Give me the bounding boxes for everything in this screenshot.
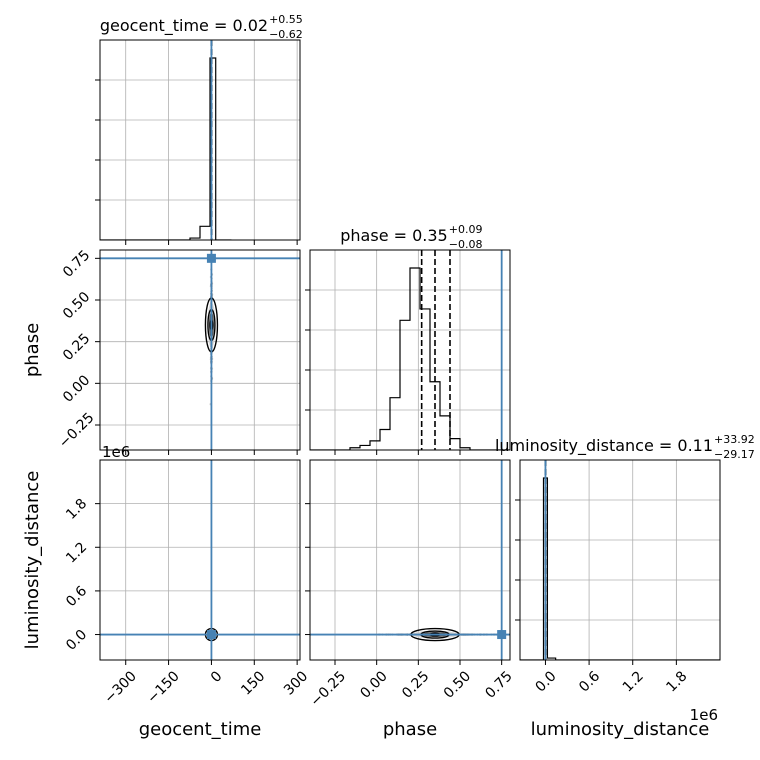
x-tick-label: 0.00 [357,668,390,701]
x-tick-label: −300 [101,668,140,707]
histogram-geocent_time [100,57,232,240]
panel-frame [99,39,301,241]
panel-luminosity_distance-vs-geocent_time: 0.0 0.6 1.2 1.8 −300 −150 0 150 300 [63,459,311,707]
x-tick-label: −0.25 [307,668,349,710]
panel-frame [519,459,721,661]
title-minus: −29.17 [714,448,755,461]
panel-plot-area [100,460,300,660]
panel-phase-vs-geocent_time: −0.25 0.00 0.25 0.50 0.75 [56,247,301,455]
y-offset-label: 1e6 [102,443,130,461]
panel-phase-vs-phase: phase = 0.35 +0.09 −0.08 [305,223,511,455]
y-tick-label: 0.75 [60,247,93,280]
x-tick-label: 0.6 [576,668,603,695]
truth-marker [206,630,216,640]
x-tick-label: 0.50 [441,668,474,701]
y-axis-label-phase: phase [22,323,43,377]
y-tick-label: 0.6 [63,583,90,610]
panel-geocent_time-vs-geocent_time: geocent_time = 0.02 +0.55 −0.62 [95,13,303,245]
panel-plot-area [520,460,720,660]
x-tick-label: 300 [281,668,311,698]
title-plus: +0.55 [269,13,303,26]
panel-plot-area [100,40,300,240]
title-minus: −0.62 [269,28,303,41]
panel-luminosity_distance-vs-phase: −0.25 0.00 0.25 0.50 0.75 [305,459,516,710]
panel-plot-area [310,460,510,660]
x-axis-label-phase: phase [383,719,437,740]
panel-plot-area [310,250,510,450]
x-tick-label: −150 [144,668,183,707]
x-tick-label: 0.75 [482,668,515,701]
panel-plot-area [100,250,300,450]
title-plus: +0.09 [449,223,483,236]
x-tick-label: 0 [208,668,226,686]
panel-frame [99,249,301,451]
x-tick-label: 1.8 [663,668,690,695]
x-axis-label-geocent_time: geocent_time [139,719,262,740]
x-tick-label: 0.0 [533,668,560,695]
title-minus: −0.08 [449,238,483,251]
truth-marker [206,253,216,263]
panel-frame [309,459,511,661]
title-plus: +33.92 [714,433,755,446]
y-tick-label: 0.00 [60,372,93,405]
y-tick-label: 0.25 [60,331,93,364]
panel-title-luminosity_distance: luminosity_distance = 0.11 [495,436,713,456]
x-offset-label: 1e6 [690,706,718,724]
y-tick-label: 0.0 [63,627,90,654]
y-tick-label: 1.2 [63,539,90,566]
x-tick-label: 150 [238,668,268,698]
y-tick-label: −0.25 [56,410,98,452]
truth-marker [497,630,507,640]
y-tick-label: 0.50 [60,289,93,322]
x-tick-label: 0.25 [399,668,432,701]
x-tick-label: 1.2 [620,668,647,695]
panel-frame [309,249,511,451]
panel-frame [99,459,301,661]
panel-title-phase: phase = 0.35 [340,226,447,245]
panel-luminosity_distance-vs-luminosity_distance: luminosity_distance = 0.11 +33.92 −29.17 0.… [495,433,755,695]
x-axis-label-luminosity_distance: luminosity_distance [531,719,710,740]
y-axis-label-luminosity_distance: luminosity_distance [22,471,43,650]
histogram-luminosity_distance [520,477,720,660]
histogram-phase [310,267,510,450]
panel-title-geocent_time: geocent_time = 0.02 [100,16,268,36]
y-tick-label: 1.8 [63,496,90,523]
